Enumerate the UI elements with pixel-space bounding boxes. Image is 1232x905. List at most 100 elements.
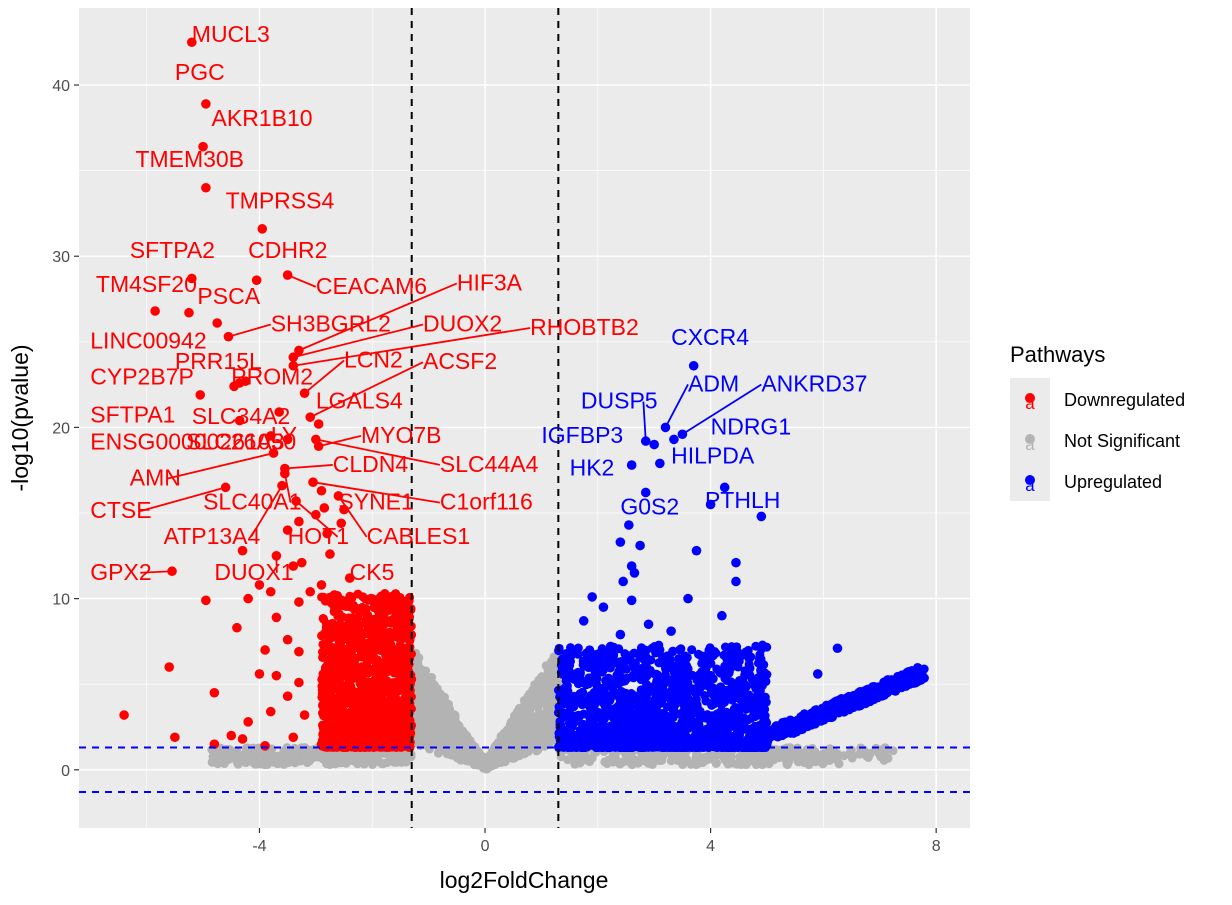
ns-point	[475, 757, 485, 767]
up-point	[762, 642, 772, 652]
up-point	[735, 680, 745, 690]
up-point	[643, 688, 653, 698]
up-point	[592, 674, 602, 684]
down-point	[353, 727, 363, 737]
up-point	[651, 688, 661, 698]
down-point	[376, 615, 386, 625]
ns-point	[417, 723, 427, 733]
down-point	[335, 717, 345, 727]
down-point	[327, 642, 337, 652]
down-point	[330, 632, 340, 642]
down-point	[362, 707, 372, 717]
ns-point	[327, 757, 337, 767]
ns-point	[516, 705, 526, 715]
down-point	[366, 593, 376, 603]
up-point	[603, 691, 613, 701]
ns-point	[802, 746, 812, 756]
down-point	[324, 696, 334, 706]
down-point	[395, 640, 405, 650]
ns-point	[832, 749, 842, 759]
down-point	[318, 652, 328, 662]
ns-point	[539, 738, 549, 748]
up-point	[626, 696, 636, 706]
up-point	[734, 706, 744, 716]
up-point	[609, 676, 619, 686]
up-point	[657, 730, 667, 740]
up-point	[722, 715, 732, 725]
up-point	[652, 669, 662, 679]
up-point	[677, 719, 687, 729]
up-point	[692, 700, 702, 710]
down-point	[354, 687, 364, 697]
down-point	[327, 618, 337, 628]
ns-point	[397, 757, 407, 767]
down-point	[349, 618, 359, 628]
ns-point	[274, 759, 284, 769]
up-point	[734, 726, 744, 736]
ns-point	[487, 755, 497, 765]
down-point	[377, 691, 387, 701]
ns-point	[518, 713, 528, 723]
up-point	[613, 712, 623, 722]
down-point	[391, 589, 401, 599]
ns-point	[888, 746, 898, 756]
down-point	[405, 642, 415, 652]
down-point	[318, 613, 328, 623]
down-point	[326, 687, 336, 697]
up-point	[746, 696, 756, 706]
ns-point	[541, 671, 551, 681]
up-point	[704, 645, 714, 655]
down-point	[398, 607, 408, 617]
down-point	[335, 643, 345, 653]
up-point	[674, 736, 684, 746]
up-point	[610, 690, 620, 700]
ns-point	[256, 759, 266, 769]
up-point	[687, 645, 697, 655]
ns-point	[531, 713, 541, 723]
down-point	[385, 721, 395, 731]
ns-point	[221, 744, 231, 754]
up-point	[724, 667, 734, 677]
down-point	[359, 716, 369, 726]
ns-point	[453, 727, 463, 737]
ns-point	[834, 759, 844, 769]
ns-point	[305, 754, 315, 764]
down-point	[371, 659, 381, 669]
down-point	[339, 666, 349, 676]
up-point	[706, 742, 716, 752]
ns-point	[534, 689, 544, 699]
up-point	[727, 642, 737, 652]
up-point	[665, 689, 675, 699]
down-point	[374, 624, 384, 634]
ns-point	[546, 665, 556, 675]
up-point	[745, 663, 755, 673]
up-point	[728, 721, 738, 731]
ns-point	[427, 701, 437, 711]
ns-point	[413, 738, 423, 748]
up-point	[574, 691, 584, 701]
panel-background	[79, 8, 970, 828]
down-point	[386, 700, 396, 710]
up-point	[636, 685, 646, 695]
up-point	[587, 724, 597, 734]
down-point	[367, 629, 377, 639]
down-point	[364, 677, 374, 687]
down-point	[405, 654, 415, 664]
up-point	[685, 713, 695, 723]
down-point	[370, 737, 380, 747]
up-point	[575, 711, 585, 721]
down-point	[388, 689, 398, 699]
up-point	[707, 700, 717, 710]
up-point	[640, 662, 650, 672]
up-point	[617, 677, 627, 687]
ns-point	[524, 718, 534, 728]
down-point	[356, 642, 366, 652]
up-point	[669, 662, 679, 672]
up-point	[624, 654, 634, 664]
up-point	[575, 674, 585, 684]
down-point	[337, 654, 347, 664]
ns-point	[507, 728, 517, 738]
ns-point	[523, 746, 533, 756]
down-point	[365, 665, 375, 675]
